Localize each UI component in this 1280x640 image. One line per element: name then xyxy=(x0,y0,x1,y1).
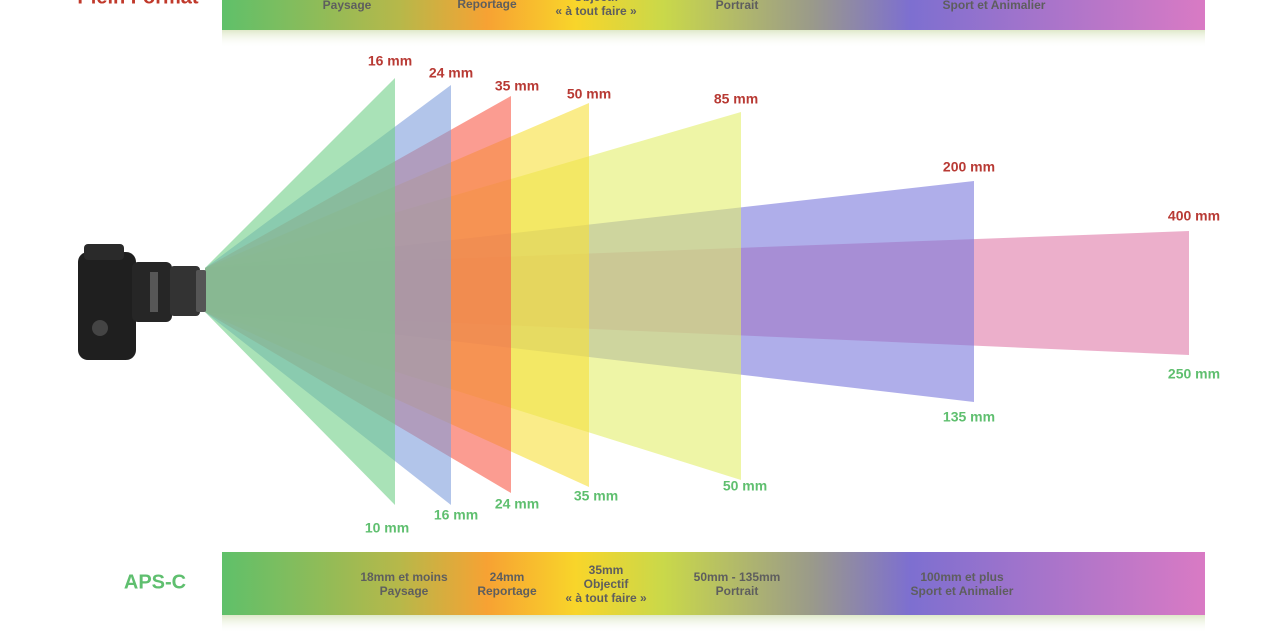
focal-label: 50 mm xyxy=(567,86,611,102)
band-text: Sport et Animalier xyxy=(911,584,1014,598)
band-text: 50mm - 135mm xyxy=(694,570,781,584)
band-text: Portrait xyxy=(716,0,759,12)
focal-label: 24 mm xyxy=(429,65,473,81)
focal-label: 35 mm xyxy=(495,78,539,94)
band-text: 24mm xyxy=(490,570,525,584)
top-band xyxy=(222,0,1205,30)
equivalent-label: 16 mm xyxy=(434,507,478,523)
band-text: Reportage xyxy=(457,0,517,11)
band-shadow xyxy=(222,30,1205,48)
band-text: 100mm et plus xyxy=(920,570,1004,584)
cone xyxy=(205,78,395,505)
band-shadow xyxy=(222,615,1205,633)
focal-label: 16 mm xyxy=(368,53,412,69)
bottom-band xyxy=(222,552,1205,615)
band-text: Portrait xyxy=(716,584,759,598)
equivalent-label: 10 mm xyxy=(365,520,409,536)
band-text: Objectif xyxy=(584,577,630,591)
equivalent-label: 250 mm xyxy=(1168,366,1220,382)
equivalent-label: 50 mm xyxy=(723,478,767,494)
focal-label: 85 mm xyxy=(714,91,758,107)
band-label: Plein Format xyxy=(77,0,198,8)
band-text: 35mm xyxy=(589,563,624,577)
band-text: « à tout faire » xyxy=(555,4,637,18)
band-text: Sport et Animalier xyxy=(943,0,1046,12)
band-text: « à tout faire » xyxy=(565,591,647,605)
band-text: Paysage xyxy=(380,584,429,598)
equivalent-label: 24 mm xyxy=(495,496,539,512)
focal-label: 200 mm xyxy=(943,159,995,175)
equivalent-label: 35 mm xyxy=(574,488,618,504)
band-text: 18mm et moins xyxy=(360,570,448,584)
cones xyxy=(205,78,1189,505)
focal-label: 400 mm xyxy=(1168,208,1220,224)
equivalent-label: 135 mm xyxy=(943,409,995,425)
camera xyxy=(78,244,206,360)
band-text: Reportage xyxy=(477,584,537,598)
band-text: Paysage xyxy=(323,0,372,12)
band-label: APS-C xyxy=(124,571,186,593)
band-text: Objectif xyxy=(574,0,620,4)
